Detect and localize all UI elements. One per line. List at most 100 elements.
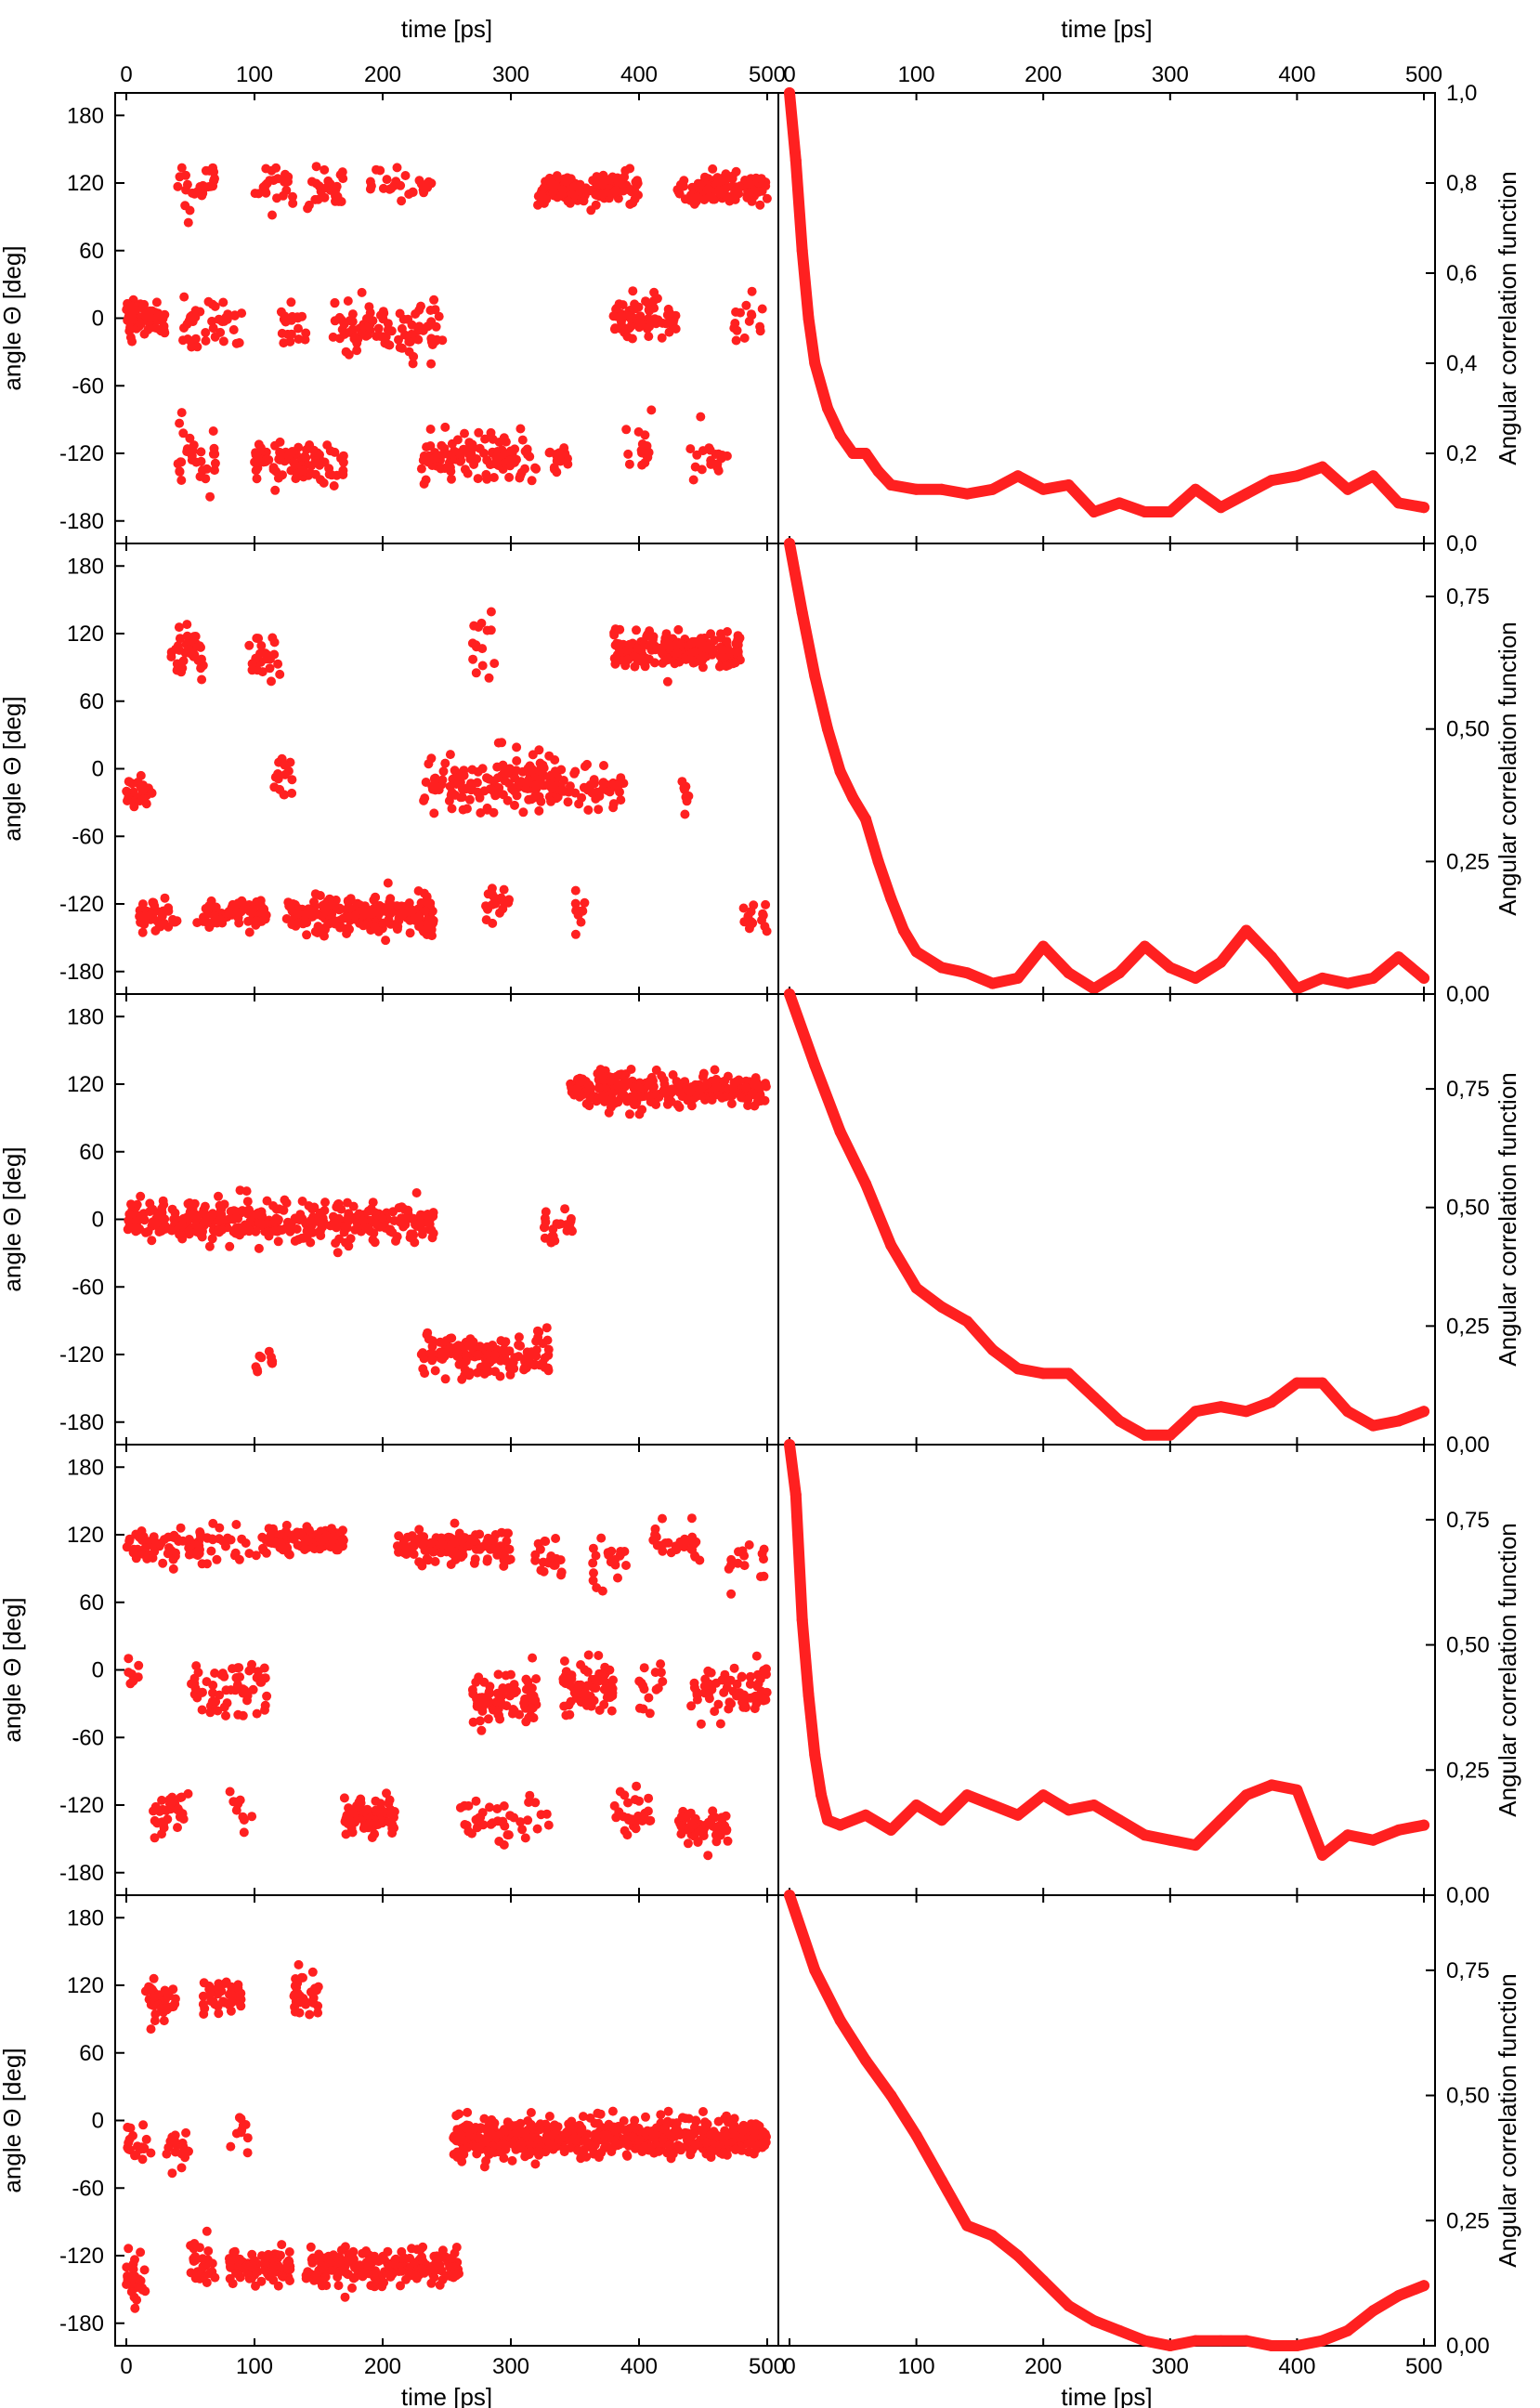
data-point xyxy=(630,661,640,672)
data-point xyxy=(385,897,395,908)
data-point xyxy=(640,458,650,468)
data-point xyxy=(1367,470,1379,482)
data-point xyxy=(231,1207,241,1217)
y-tick-label: -180 xyxy=(59,1861,104,1886)
data-point xyxy=(198,1999,208,2009)
data-point xyxy=(145,1983,155,1993)
data-point xyxy=(556,785,567,795)
data-point xyxy=(482,1364,492,1374)
data-point xyxy=(910,1282,922,1294)
data-point xyxy=(473,787,483,797)
data-point xyxy=(834,1819,846,1831)
data-point xyxy=(594,1676,604,1686)
data-point xyxy=(540,1223,550,1232)
data-point xyxy=(313,2008,323,2018)
data-point xyxy=(294,323,303,334)
data-point xyxy=(481,901,490,911)
data-point xyxy=(374,909,385,919)
data-point xyxy=(198,2261,208,2271)
data-point xyxy=(834,429,846,441)
data-point xyxy=(152,1538,163,1549)
data-point xyxy=(156,2003,166,2013)
data-point xyxy=(417,1561,427,1571)
data-point xyxy=(297,311,307,321)
data-point xyxy=(262,1196,272,1206)
data-point xyxy=(486,427,496,438)
data-point xyxy=(168,1554,178,1564)
chart-panel-left-4 xyxy=(114,1894,779,2347)
data-point xyxy=(215,1534,224,1544)
data-point xyxy=(986,1799,998,1811)
data-point xyxy=(634,1109,645,1119)
data-point xyxy=(612,638,622,648)
data-point xyxy=(129,802,139,812)
data-point xyxy=(156,1226,166,1236)
data-point xyxy=(673,624,684,635)
data-point xyxy=(232,1680,242,1690)
data-point xyxy=(257,667,268,677)
data-point xyxy=(404,336,414,347)
data-point xyxy=(608,799,619,809)
y-axis-title: Angular correlation function xyxy=(1494,1523,1521,1817)
data-point xyxy=(333,1199,343,1210)
data-point xyxy=(646,1091,656,1101)
data-point xyxy=(485,1682,495,1692)
data-point xyxy=(374,1222,385,1232)
data-point xyxy=(426,2278,437,2288)
data-point xyxy=(487,883,497,894)
data-point xyxy=(383,319,393,329)
data-point xyxy=(1114,967,1126,979)
data-point xyxy=(470,2141,480,2152)
data-point xyxy=(803,312,815,324)
data-point xyxy=(503,779,514,789)
y-tick-label: 0 xyxy=(92,1658,104,1683)
y-tick-label: 1,0 xyxy=(1446,81,1477,106)
data-point xyxy=(347,2283,357,2293)
data-point xyxy=(910,1799,922,1811)
data-point xyxy=(607,1706,617,1716)
data-point xyxy=(206,1546,216,1556)
data-point xyxy=(599,761,608,770)
data-point xyxy=(196,456,206,466)
data-point xyxy=(313,1982,323,1992)
data-point xyxy=(170,2147,180,2157)
x-tick-label: 100 xyxy=(236,62,273,87)
data-point xyxy=(128,1548,138,1558)
data-point xyxy=(623,1798,633,1808)
data-point xyxy=(613,1573,622,1583)
data-point xyxy=(608,311,619,321)
data-point xyxy=(159,1535,169,1545)
data-point xyxy=(490,1367,501,1377)
data-point xyxy=(618,656,628,666)
y-tick-label: 60 xyxy=(79,1590,104,1616)
data-point xyxy=(755,1674,765,1684)
data-point xyxy=(418,2242,428,2252)
data-point xyxy=(615,624,625,635)
data-point xyxy=(218,297,228,308)
data-point xyxy=(591,1551,601,1561)
correlation-line xyxy=(784,87,1429,517)
data-point xyxy=(165,2002,176,2012)
data-point xyxy=(1114,1415,1126,1427)
data-point xyxy=(124,326,135,336)
data-point xyxy=(467,1684,477,1695)
data-point xyxy=(269,637,280,648)
data-point xyxy=(526,2108,536,2117)
data-point xyxy=(278,190,288,201)
data-point xyxy=(325,446,335,456)
data-point xyxy=(1316,461,1328,473)
data-point xyxy=(340,2292,350,2302)
data-point xyxy=(339,320,349,329)
data-point xyxy=(594,805,604,815)
data-point xyxy=(644,448,654,457)
data-point xyxy=(268,210,277,220)
data-point xyxy=(374,900,385,910)
data-point xyxy=(546,779,556,790)
y-tick-label: 0 xyxy=(92,1208,104,1233)
data-point xyxy=(755,326,765,336)
data-point xyxy=(565,1219,575,1228)
data-point xyxy=(176,2163,187,2173)
data-point xyxy=(624,311,634,321)
data-point xyxy=(486,625,496,635)
data-point xyxy=(162,1805,171,1815)
